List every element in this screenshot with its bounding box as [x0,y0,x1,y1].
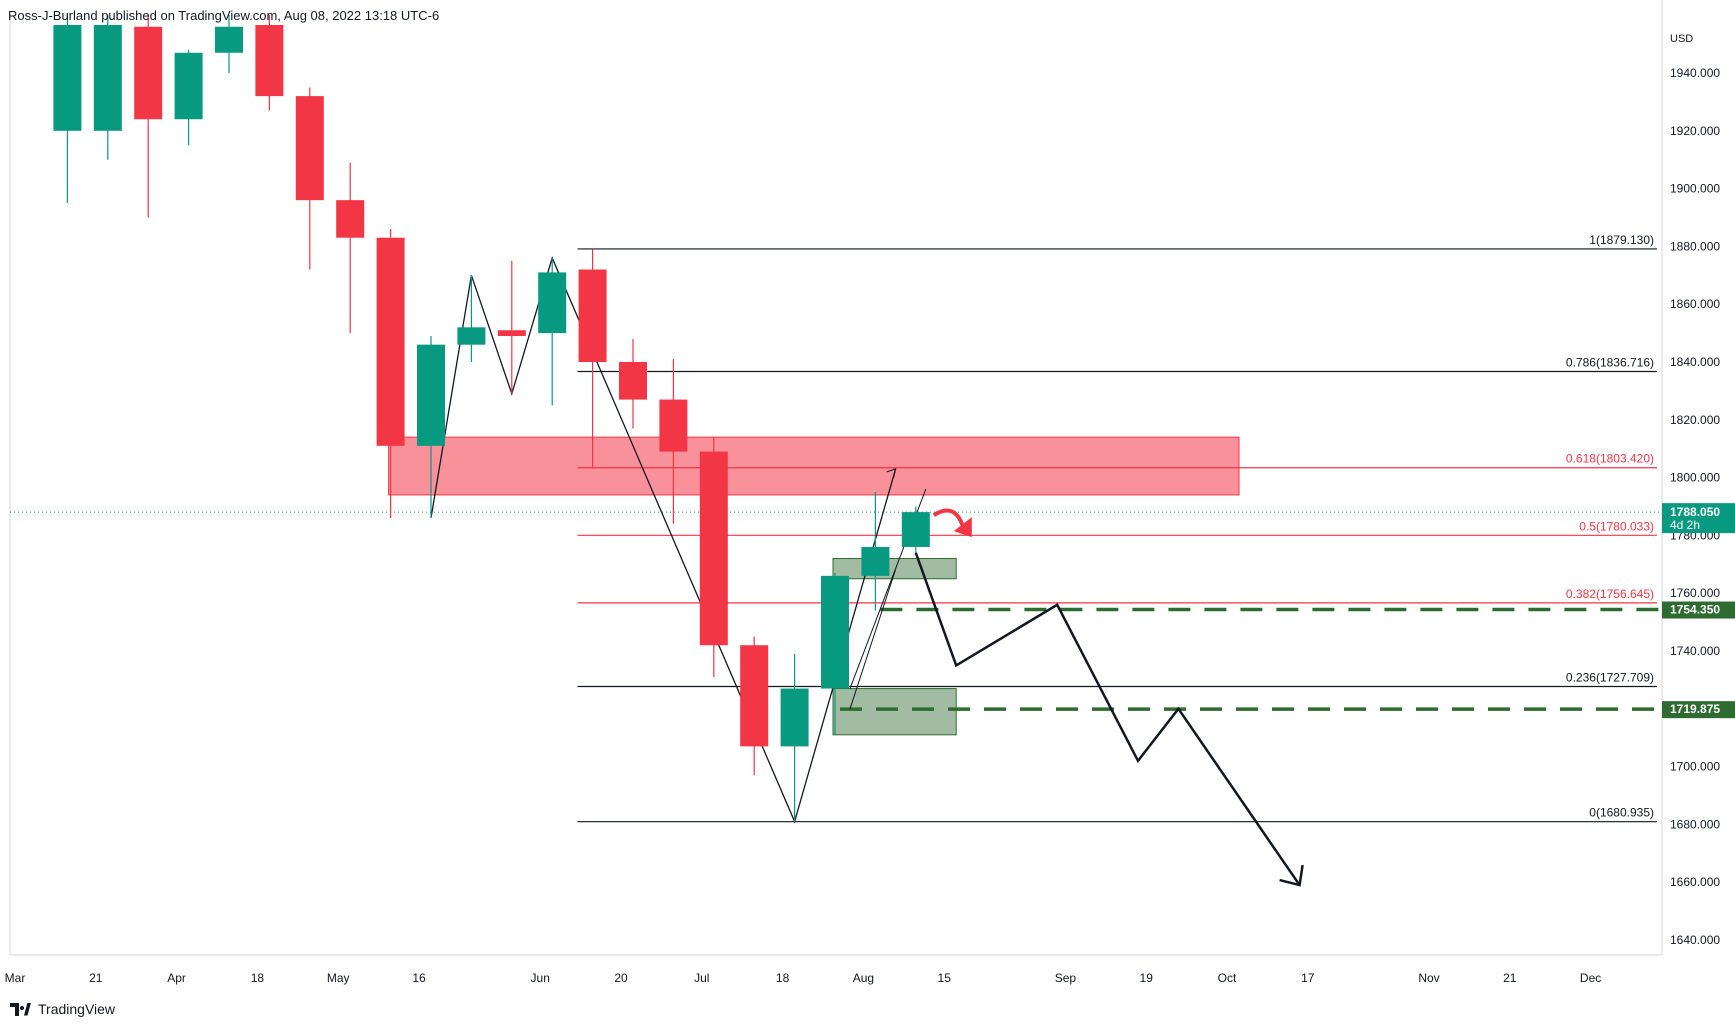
currency-label: USD [1670,33,1693,45]
candle-bearish[interactable] [134,26,163,120]
x-tick-label: Sep [1055,971,1077,985]
y-tick-label: 1680.000 [1670,817,1720,831]
y-tick-label: 1920.000 [1670,124,1720,138]
x-tick-label: 19 [1140,971,1154,985]
current-price-badge[interactable] [1662,503,1735,534]
support-level-badge[interactable] [1662,601,1735,619]
fib-label-0.786: 0.786(1836.716) [1566,355,1654,369]
candle-bearish[interactable] [578,269,607,362]
x-tick-label: Jun [531,971,550,985]
candle-bullish[interactable] [174,52,203,120]
x-tick-label: 16 [412,971,426,985]
candle-bearish[interactable] [740,645,769,747]
x-tick-label: Mar [5,971,26,985]
candle-bullish[interactable] [901,512,930,547]
candle-bearish[interactable] [255,25,284,97]
candle-bullish[interactable] [93,25,122,131]
x-tick-label: 21 [1503,971,1517,985]
x-tick-label: 20 [614,971,628,985]
current-price-badge-text: 4d 2h [1670,518,1700,532]
y-tick-label: 1840.000 [1670,355,1720,369]
current-price-badge-text: 1788.050 [1670,505,1720,519]
x-tick-label: Jul [694,971,709,985]
y-tick-label: 1820.000 [1670,413,1720,427]
projection-path[interactable] [914,552,1301,886]
red-arrow-head [953,517,972,538]
candle-bearish[interactable] [336,200,365,238]
y-tick-label: 1900.000 [1670,182,1720,196]
tradingview-brand[interactable]: TradingView [10,1001,115,1017]
y-tick-label: 1740.000 [1670,644,1720,658]
x-tick-label: Aug [853,971,874,985]
x-tick-label: May [327,971,350,985]
channel-line[interactable] [849,569,896,709]
projection-arrow-head [1279,864,1304,887]
candle-bearish[interactable] [295,96,324,201]
candle-bullish[interactable] [215,26,243,53]
fib-label-0.5: 0.5(1780.033) [1579,519,1654,533]
support-zone[interactable] [832,558,957,580]
resistance-zone[interactable] [388,436,1240,496]
candle-bullish[interactable] [53,25,82,131]
fib-label-1: 1(1879.130) [1589,233,1654,247]
fib-label-0.382: 0.382(1756.645) [1566,587,1654,601]
candle-bearish[interactable] [659,399,688,452]
candle-bullish[interactable] [457,327,486,345]
candle-bearish[interactable] [497,330,526,336]
candle-bearish[interactable] [699,451,728,646]
x-tick-label: Nov [1418,971,1439,985]
support-level-badge[interactable] [1662,701,1735,719]
candle-bullish[interactable] [861,546,890,576]
fib-label-0.618: 0.618(1803.420) [1566,452,1654,466]
y-tick-label: 1700.000 [1670,760,1720,774]
support-zone[interactable] [832,688,957,736]
fib-label-0: 0(1680.935) [1589,806,1654,820]
candle-bullish[interactable] [821,575,849,689]
support-level-badge-text: 1719.875 [1670,702,1720,716]
y-tick-label: 1940.000 [1670,66,1720,80]
candle-bullish[interactable] [538,272,567,334]
wave-arrow-head [886,468,897,479]
support-level-badge-text: 1754.350 [1670,603,1720,617]
candle-bearish[interactable] [376,237,405,446]
x-tick-label: Apr [167,971,186,985]
x-tick-label: 17 [1301,971,1315,985]
x-tick-label: 18 [776,971,790,985]
brand-name: TradingView [38,1001,116,1017]
wave-path[interactable] [430,256,897,824]
x-tick-label: 21 [89,971,103,985]
candle-bullish[interactable] [417,344,445,446]
y-tick-label: 1880.000 [1670,239,1720,253]
y-tick-label: 1800.000 [1670,471,1720,485]
x-tick-label: Oct [1218,971,1237,985]
publisher-caption: Ross-J-Burland published on TradingView.… [8,8,440,23]
x-tick-label: 15 [938,971,952,985]
y-tick-label: 1760.000 [1670,586,1720,600]
candle-bullish[interactable] [780,688,809,747]
y-tick-label: 1640.000 [1670,933,1720,947]
x-tick-label: Dec [1580,971,1601,985]
candle-bearish[interactable] [619,362,647,400]
x-tick-label: 18 [251,971,265,985]
fib-label-0.236: 0.236(1727.709) [1566,671,1654,685]
tradingview-logo-icon [10,1002,32,1016]
y-tick-label: 1660.000 [1670,875,1720,889]
y-tick-label: 1860.000 [1670,297,1720,311]
